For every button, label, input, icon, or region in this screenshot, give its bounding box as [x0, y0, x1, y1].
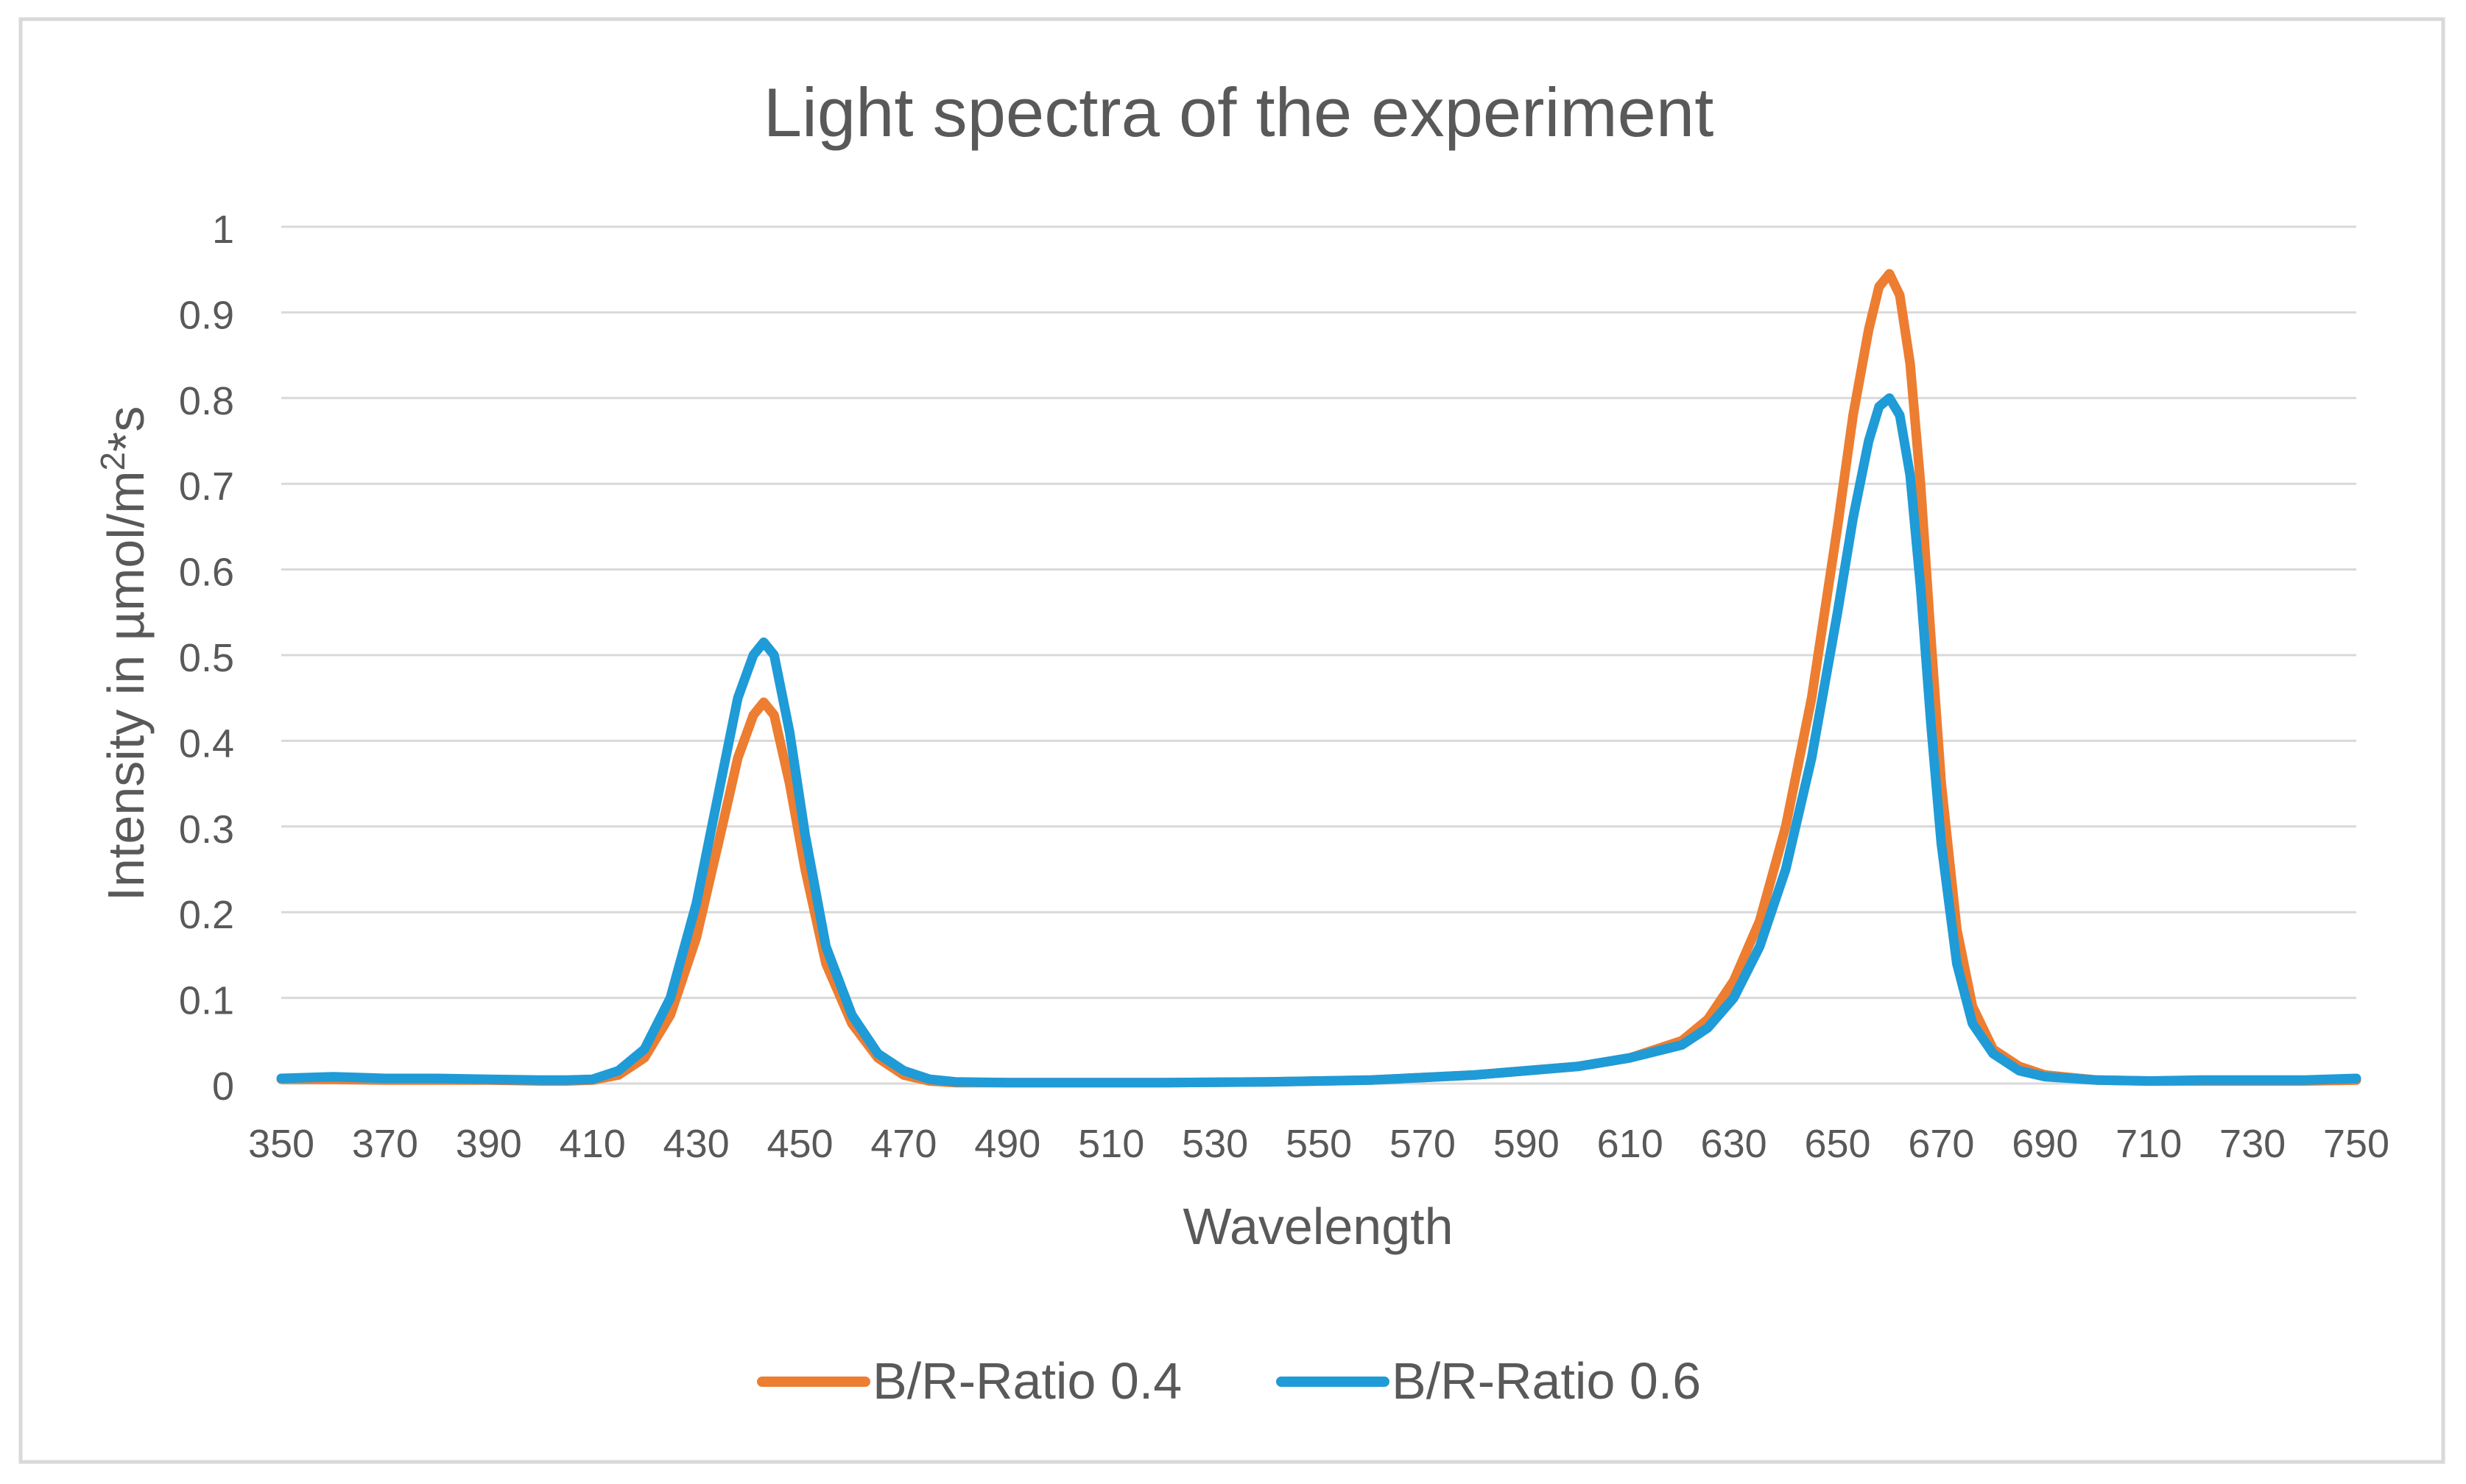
- x-tick-label: 670: [1908, 1122, 1974, 1166]
- x-tick-label: 610: [1597, 1122, 1663, 1166]
- legend-label-1: B/R-Ratio 0.6: [1392, 1352, 1701, 1410]
- x-tick-label: 450: [767, 1122, 833, 1166]
- y-tick-label: 0.4: [179, 721, 234, 766]
- y-axis-label-superscript: 2: [94, 452, 132, 471]
- series-lines: [276, 269, 2361, 1088]
- legend: B/R-Ratio 0.4 B/R-Ratio 0.6: [757, 1352, 1701, 1410]
- x-tick-label: 730: [2219, 1122, 2286, 1166]
- x-tick-label: 510: [1078, 1122, 1144, 1166]
- y-tick-label: 0.7: [179, 464, 234, 509]
- x-tick-label: 410: [560, 1122, 626, 1166]
- chart-border: [18, 17, 2445, 1464]
- y-tick-label: 0.1: [179, 979, 234, 1023]
- x-tick-label: 470: [870, 1122, 937, 1166]
- x-tick-label: 690: [2012, 1122, 2078, 1166]
- x-tick-label: 550: [1286, 1122, 1352, 1166]
- y-axis-tick-labels: 0 0.1 0.2 0.3 0.4 0.5 0.6 0.7 0.8 0.9 1: [179, 208, 234, 1109]
- y-tick-label: 0.8: [179, 379, 234, 423]
- y-axis-label-main: Intensity in µmol/m: [97, 470, 155, 901]
- y-tick-label: 0.3: [179, 808, 234, 852]
- x-axis-label: Wavelength: [1183, 1198, 1453, 1255]
- x-tick-label: 390: [456, 1122, 522, 1166]
- x-axis-tick-labels: 350 370 390 410 430 450 470 490 510 530 550 570 590 6…: [248, 1122, 2389, 1166]
- x-tick-label: 430: [663, 1122, 730, 1166]
- series-line-1: [276, 393, 2361, 1088]
- gridlines: [281, 225, 2356, 1085]
- legend-label-0: B/R-Ratio 0.4: [873, 1352, 1182, 1410]
- y-axis-label-tail: *s: [97, 406, 155, 452]
- y-tick-label: 0.2: [179, 893, 234, 937]
- x-tick-label: 490: [974, 1122, 1040, 1166]
- x-tick-label: 630: [1701, 1122, 1767, 1166]
- y-tick-label: 0.5: [179, 636, 234, 680]
- x-tick-label: 750: [2323, 1122, 2389, 1166]
- x-tick-label: 650: [1804, 1122, 1870, 1166]
- x-tick-label: 710: [2116, 1122, 2182, 1166]
- chart-title: Light spectra of the experiment: [764, 74, 1714, 151]
- y-tick-label: 1: [212, 208, 234, 252]
- y-tick-label: 0.9: [179, 293, 234, 337]
- y-axis-label: Intensity in µmol/m2*s: [94, 406, 155, 902]
- x-tick-label: 570: [1389, 1122, 1456, 1166]
- x-tick-label: 530: [1182, 1122, 1248, 1166]
- y-tick-label: 0.6: [179, 551, 234, 595]
- y-tick-label: 0: [212, 1064, 234, 1109]
- x-tick-label: 350: [248, 1122, 314, 1166]
- x-tick-label: 370: [352, 1122, 418, 1166]
- x-tick-label: 590: [1493, 1122, 1560, 1166]
